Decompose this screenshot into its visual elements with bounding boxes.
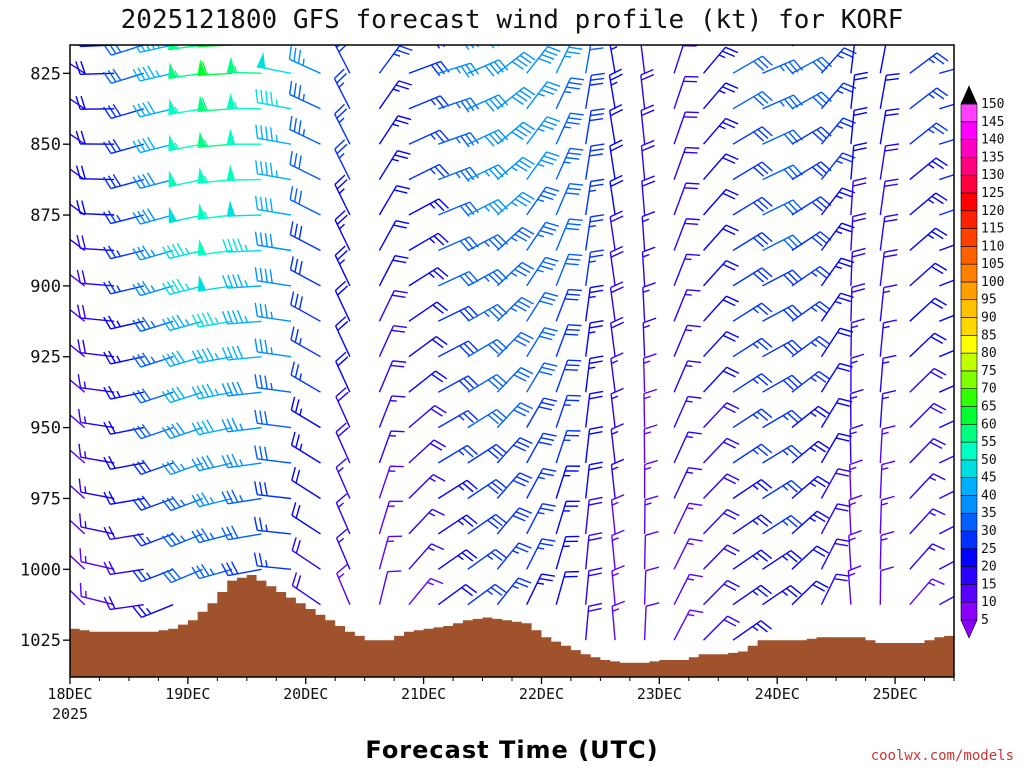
x-tick-label: 21DEC <box>401 685 446 703</box>
colorbar-segment <box>961 442 977 460</box>
colorbar-label: 75 <box>981 364 997 379</box>
colorbar-label: 95 <box>981 293 997 308</box>
y-tick-label: 950 <box>30 419 61 439</box>
colorbar-segment <box>961 406 977 424</box>
colorbar-label: 150 <box>981 97 1004 112</box>
x-tick-label: 19DEC <box>165 685 210 703</box>
colorbar-segment <box>961 211 977 229</box>
colorbar-segment <box>961 531 977 549</box>
colorbar-segment <box>961 460 977 478</box>
colorbar-label: 10 <box>981 595 997 610</box>
y-tick-label: 875 <box>30 206 61 226</box>
colorbar-label: 140 <box>981 133 1004 148</box>
colorbar-label: 105 <box>981 257 1004 272</box>
colorbar-label: 15 <box>981 577 997 592</box>
y-tick-label: 925 <box>30 348 61 368</box>
colorbar-label: 110 <box>981 239 1004 254</box>
y-tick-label: 975 <box>30 489 61 509</box>
x-tick-label: 20DEC <box>283 685 328 703</box>
colorbar-label: 60 <box>981 417 997 432</box>
colorbar-segment <box>961 495 977 513</box>
y-tick-label: 825 <box>30 64 61 84</box>
colorbar-label: 100 <box>981 275 1004 290</box>
colorbar-segment <box>961 175 977 193</box>
colorbar-label: 130 <box>981 168 1004 183</box>
colorbar-label: 135 <box>981 150 1004 165</box>
colorbar-label: 45 <box>981 471 997 486</box>
colorbar-segment <box>961 371 977 389</box>
colorbar-segment <box>961 282 977 300</box>
colorbar-segment <box>961 157 977 175</box>
chart-title: 2025121800 GFS forecast wind profile (kt… <box>121 5 904 35</box>
colorbar-label: 125 <box>981 186 1004 201</box>
colorbar-segment <box>961 513 977 531</box>
colorbar-segment <box>961 584 977 602</box>
colorbar-segment <box>961 567 977 585</box>
x-tick-label: 18DEC <box>47 685 92 703</box>
x-axis-label: Forecast Time (UTC) <box>365 736 658 764</box>
colorbar-segment <box>961 122 977 140</box>
x-tick-label: 25DEC <box>872 685 917 703</box>
colorbar-label: 40 <box>981 488 997 503</box>
colorbar-label: 120 <box>981 204 1004 219</box>
colorbar-segment <box>961 318 977 336</box>
colorbar-label: 80 <box>981 346 997 361</box>
colorbar-segment <box>961 246 977 264</box>
colorbar-label: 25 <box>981 542 997 557</box>
colorbar-label: 145 <box>981 115 1004 130</box>
colorbar-label: 35 <box>981 506 997 521</box>
x-tick-sublabel: 2025 <box>52 705 88 723</box>
colorbar-segment <box>961 478 977 496</box>
colorbar-label: 50 <box>981 453 997 468</box>
y-tick-label: 900 <box>30 277 61 297</box>
colorbar-segment <box>961 353 977 371</box>
colorbar-segment <box>961 424 977 442</box>
colorbar-segment <box>961 389 977 407</box>
colorbar-label: 55 <box>981 435 997 450</box>
y-tick-label: 850 <box>30 135 61 155</box>
x-tick-label: 24DEC <box>755 685 800 703</box>
colorbar-label: 30 <box>981 524 997 539</box>
y-tick-label: 1000 <box>20 560 61 580</box>
colorbar-segment <box>961 193 977 211</box>
colorbar-label: 20 <box>981 560 997 575</box>
x-tick-label: 23DEC <box>637 685 682 703</box>
colorbar-label: 115 <box>981 222 1004 237</box>
colorbar-label: 70 <box>981 382 997 397</box>
colorbar-segment <box>961 335 977 353</box>
colorbar-segment <box>961 549 977 567</box>
colorbar-label: 85 <box>981 328 997 343</box>
colorbar-segment <box>961 602 977 620</box>
colorbar-label: 5 <box>981 613 989 628</box>
colorbar-segment <box>961 140 977 158</box>
colorbar-segment <box>961 264 977 282</box>
credit-text: coolwx.com/models <box>871 748 1014 764</box>
colorbar-label: 90 <box>981 311 997 326</box>
colorbar-segment <box>961 229 977 247</box>
colorbar-segment <box>961 104 977 122</box>
y-tick-label: 1025 <box>20 631 61 651</box>
x-tick-label: 22DEC <box>519 685 564 703</box>
colorbar-segment <box>961 300 977 318</box>
colorbar-label: 65 <box>981 399 997 414</box>
